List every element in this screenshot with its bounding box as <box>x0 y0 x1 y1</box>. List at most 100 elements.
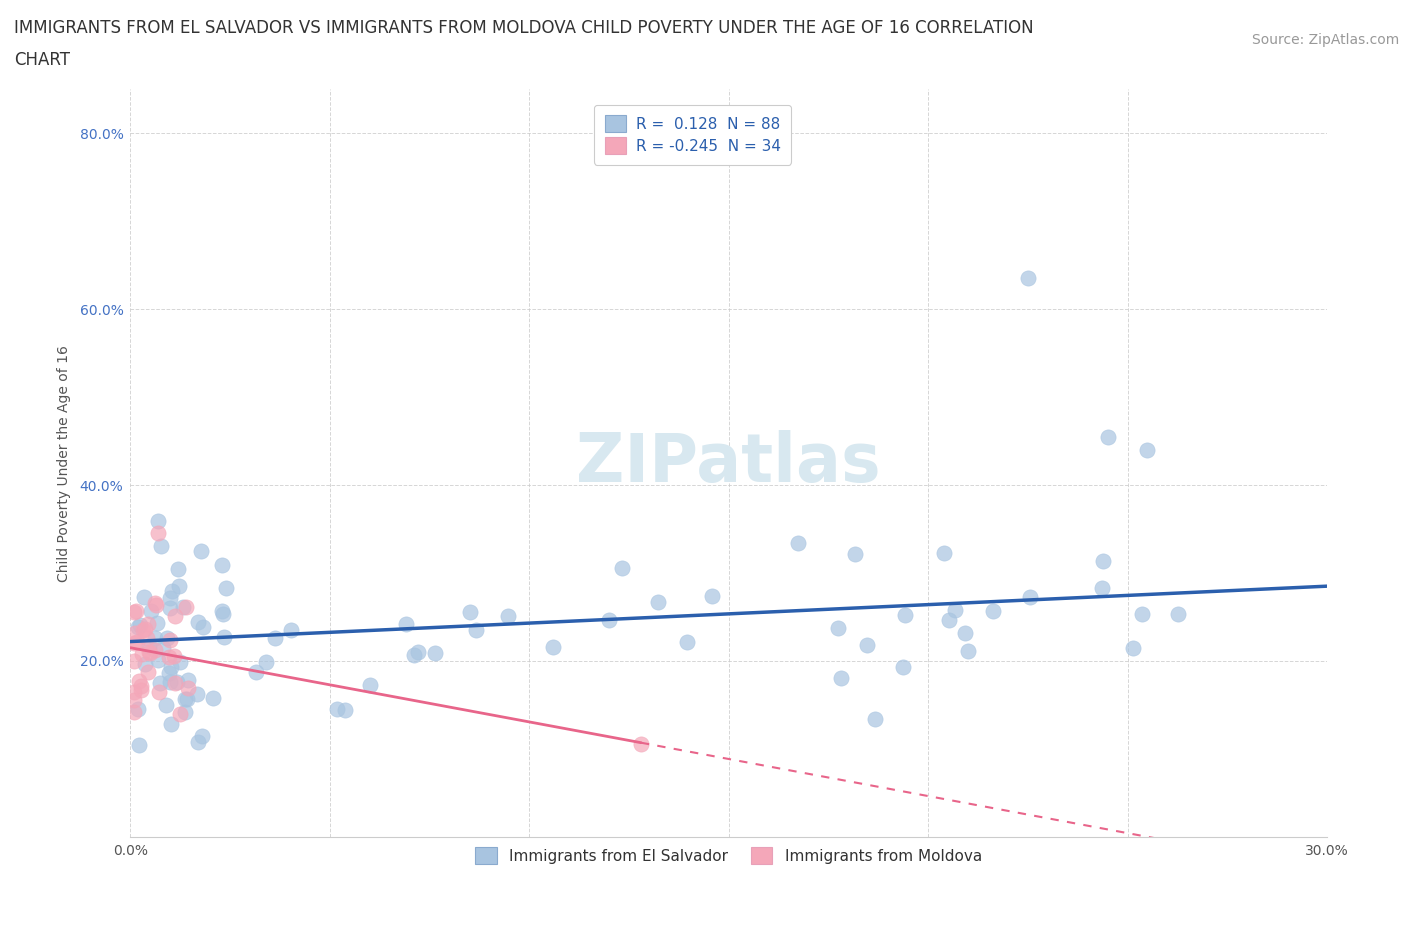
Point <box>190 544 212 559</box>
Point <box>159 632 181 647</box>
Point <box>1097 430 1119 445</box>
Point <box>169 707 191 722</box>
Point <box>464 623 486 638</box>
Point <box>172 600 194 615</box>
Point <box>211 604 233 618</box>
Point <box>145 597 167 612</box>
Point <box>124 625 146 640</box>
Point <box>124 705 146 720</box>
Point <box>163 608 186 623</box>
Point <box>166 674 188 689</box>
Point <box>166 561 188 576</box>
Point <box>156 631 179 645</box>
Text: ZIPatlas: ZIPatlas <box>576 430 882 496</box>
Point <box>146 616 169 631</box>
Point <box>830 671 852 685</box>
Point <box>187 615 209 630</box>
Point <box>630 737 652 751</box>
Point <box>134 656 156 671</box>
Point <box>1130 606 1153 621</box>
Point <box>128 673 150 688</box>
Point <box>359 677 381 692</box>
Point <box>159 660 181 675</box>
Point <box>160 583 183 598</box>
Point <box>143 642 166 657</box>
Point <box>159 600 181 615</box>
Point <box>1091 553 1114 568</box>
Point <box>132 622 155 637</box>
Point <box>167 578 190 593</box>
Point <box>211 558 233 573</box>
Point <box>128 738 150 753</box>
Point <box>1019 590 1042 604</box>
Text: CHART: CHART <box>14 51 70 69</box>
Point <box>124 604 146 619</box>
Point <box>1091 580 1114 595</box>
Point <box>647 594 669 609</box>
Point <box>146 653 169 668</box>
Point <box>212 606 235 621</box>
Point <box>157 649 180 664</box>
Point <box>1167 606 1189 621</box>
Point <box>844 547 866 562</box>
Point <box>406 644 429 659</box>
Point <box>423 645 446 660</box>
Point <box>187 734 209 749</box>
Point <box>124 684 146 699</box>
Point <box>215 580 238 595</box>
Point <box>148 514 170 529</box>
Point <box>176 692 198 707</box>
Point <box>956 644 979 658</box>
Point <box>254 655 277 670</box>
Point <box>139 604 162 618</box>
Point <box>983 604 1005 618</box>
Point <box>163 648 186 663</box>
Point <box>124 692 146 707</box>
Point <box>458 604 481 619</box>
Point <box>169 655 191 670</box>
Point <box>326 701 349 716</box>
Point <box>159 591 181 605</box>
Point <box>134 621 156 636</box>
Point <box>127 619 149 634</box>
Point <box>135 631 157 645</box>
Point <box>129 679 152 694</box>
Point <box>280 622 302 637</box>
Point <box>173 691 195 706</box>
Point <box>174 600 197 615</box>
Point <box>943 603 966 618</box>
Point <box>191 620 214 635</box>
Point <box>863 711 886 726</box>
Point <box>149 538 172 553</box>
Point <box>891 659 914 674</box>
Point <box>128 618 150 632</box>
Legend: Immigrants from El Salvador, Immigrants from Moldova: Immigrants from El Salvador, Immigrants … <box>470 842 988 870</box>
Point <box>148 526 170 541</box>
Point <box>496 608 519 623</box>
Point <box>136 617 159 631</box>
Point <box>148 684 170 699</box>
Point <box>177 672 200 687</box>
Point <box>932 545 955 560</box>
Point <box>143 631 166 645</box>
Point <box>159 675 181 690</box>
Text: IMMIGRANTS FROM EL SALVADOR VS IMMIGRANTS FROM MOLDOVA CHILD POVERTY UNDER THE A: IMMIGRANTS FROM EL SALVADOR VS IMMIGRANT… <box>14 19 1033 36</box>
Point <box>127 701 149 716</box>
Point <box>131 646 153 661</box>
Point <box>938 612 960 627</box>
Point <box>333 703 356 718</box>
Point <box>186 686 208 701</box>
Point <box>145 596 167 611</box>
Point <box>263 631 285 645</box>
Point <box>173 705 195 720</box>
Point <box>1122 640 1144 655</box>
Point <box>598 612 620 627</box>
Point <box>124 654 146 669</box>
Point <box>787 536 810 551</box>
Point <box>827 620 849 635</box>
Point <box>124 636 146 651</box>
Point <box>138 638 160 653</box>
Point <box>212 630 235 644</box>
Point <box>894 607 917 622</box>
Point <box>152 641 174 656</box>
